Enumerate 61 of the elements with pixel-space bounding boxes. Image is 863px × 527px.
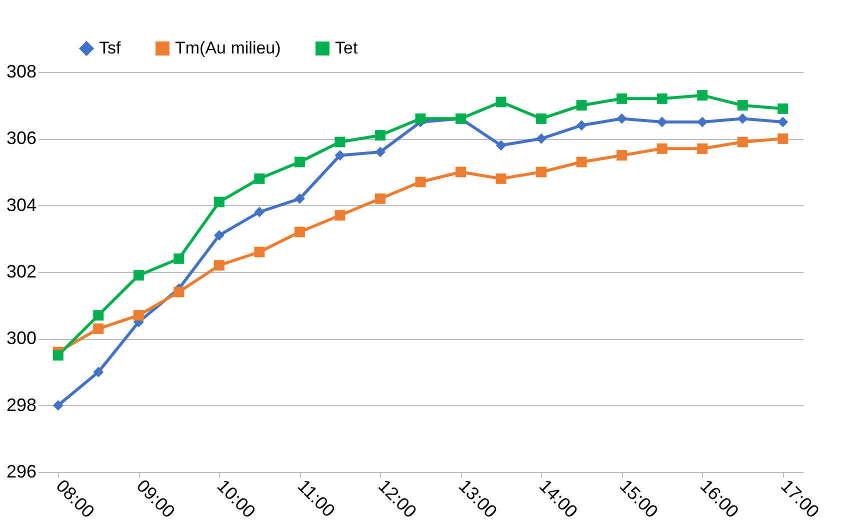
point xyxy=(576,100,587,111)
point xyxy=(334,136,346,148)
y-tick-label: 308 xyxy=(6,62,36,82)
y-tick-label: 300 xyxy=(6,328,36,348)
legend-label: Tm(Au milieu) xyxy=(175,38,281,58)
point xyxy=(697,116,708,128)
point xyxy=(93,323,104,334)
point xyxy=(214,196,224,208)
point xyxy=(415,176,426,188)
point xyxy=(778,116,788,128)
legend-label: Tet xyxy=(335,38,358,58)
legend-label: Tsf xyxy=(99,38,121,58)
point xyxy=(93,310,104,321)
point xyxy=(254,206,265,218)
point xyxy=(778,103,788,114)
point xyxy=(536,133,547,144)
point xyxy=(456,166,466,178)
point xyxy=(656,143,668,154)
point xyxy=(576,120,587,131)
point xyxy=(616,113,628,124)
y-tick-label: 296 xyxy=(6,462,36,482)
point xyxy=(52,350,64,361)
point xyxy=(334,150,346,161)
point xyxy=(737,136,748,148)
y-tick-label: 298 xyxy=(6,394,36,415)
point xyxy=(697,143,708,154)
point xyxy=(214,260,224,271)
point xyxy=(52,400,64,411)
y-tick-label: 306 xyxy=(6,128,36,148)
point xyxy=(93,366,104,378)
point xyxy=(374,146,386,158)
point xyxy=(737,113,748,124)
y-tick-label: 304 xyxy=(6,194,36,215)
point xyxy=(496,96,506,108)
point xyxy=(294,226,305,238)
point xyxy=(536,113,547,124)
point xyxy=(294,156,305,168)
point xyxy=(576,156,587,168)
point xyxy=(737,100,748,111)
point xyxy=(496,173,506,184)
point xyxy=(536,166,547,178)
point xyxy=(415,113,426,124)
point xyxy=(496,140,506,151)
point xyxy=(656,93,668,104)
point xyxy=(174,253,184,264)
point xyxy=(616,93,628,104)
point xyxy=(133,270,144,281)
point xyxy=(294,193,305,204)
point xyxy=(374,193,386,204)
point xyxy=(214,230,224,241)
point xyxy=(656,116,668,128)
point xyxy=(254,246,265,258)
point xyxy=(374,130,386,141)
point xyxy=(616,150,628,161)
point xyxy=(334,210,346,221)
y-tick-label: 302 xyxy=(6,262,36,282)
point xyxy=(697,90,708,101)
point xyxy=(254,173,265,184)
point xyxy=(133,310,144,321)
point xyxy=(778,133,788,144)
point xyxy=(174,286,184,298)
